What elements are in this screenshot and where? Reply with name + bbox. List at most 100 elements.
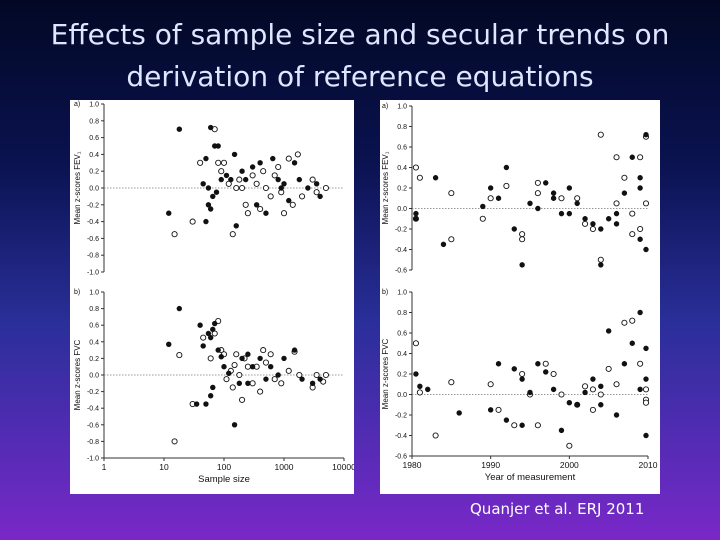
filled-point (643, 345, 649, 352)
open-point (278, 380, 285, 387)
open-point (582, 220, 589, 227)
open-point (637, 154, 644, 161)
filled-point (218, 354, 224, 360)
open-point (597, 391, 604, 398)
y-axis-label: Mean z-scores FVC (73, 339, 82, 410)
y-tick-label: 0.4 (397, 351, 407, 358)
filled-point (495, 195, 502, 201)
filled-point (637, 309, 643, 316)
y-tick-label: -1.0 (87, 270, 99, 277)
filled-point (281, 355, 287, 362)
filled-point (239, 355, 245, 362)
open-point (299, 193, 306, 200)
filled-point (582, 216, 588, 222)
x-tick-label: 10000 (332, 462, 354, 472)
citation: Quanjer et al. ERJ 2011 (470, 500, 645, 518)
open-point (229, 384, 236, 391)
open-point (613, 381, 620, 388)
open-point (582, 383, 589, 390)
right-figure-svg: -0.6 -0.4 -0.2 0.0 0.2 0.4 0.6 0.8 1.0 Mean z-sco… (381, 103, 658, 483)
open-point (239, 396, 246, 403)
x-tick-label: 2000 (560, 460, 579, 470)
filled-point (221, 364, 227, 370)
filled-point (205, 202, 212, 208)
open-point (511, 422, 518, 429)
filled-point (207, 124, 214, 131)
x-tick-label: 1 (102, 462, 107, 472)
open-point (534, 179, 541, 186)
open-point (589, 386, 596, 393)
y-tick-label: 0.2 (397, 372, 407, 379)
filled-point (249, 164, 256, 170)
open-point (629, 317, 636, 324)
y-tick-label: -0.8 (87, 253, 99, 260)
open-point (271, 376, 278, 383)
left-figure-svg: -1.0 -0.8 -0.6 -0.4 -0.2 0.0 0.2 0.4 0.6 0.8 1.0 Me… (73, 101, 356, 485)
filled-point (598, 402, 604, 408)
filled-point (566, 400, 573, 406)
filled-point (598, 262, 604, 268)
open-point (242, 201, 249, 208)
filled-point (291, 347, 298, 353)
x-tick-label: 1000 (275, 462, 294, 472)
x-tick-label: 1980 (403, 460, 422, 470)
open-point (215, 159, 222, 166)
open-point (542, 360, 549, 367)
open-point (285, 367, 292, 374)
filled-point (299, 376, 305, 382)
open-point (236, 371, 243, 379)
filled-point (291, 160, 298, 166)
open-point (642, 200, 650, 207)
open-point (200, 334, 207, 341)
filled-point (637, 185, 643, 191)
filled-point (487, 185, 494, 191)
y-tick-label: 0.2 (89, 356, 99, 363)
filled-point (511, 366, 517, 372)
x-tick-label: 2010 (639, 460, 658, 470)
y-tick-label: 0.8 (397, 124, 407, 131)
open-point (231, 361, 238, 369)
filled-point (550, 195, 557, 201)
filled-point (535, 205, 541, 212)
filled-point (205, 330, 212, 337)
filled-point (519, 376, 525, 382)
filled-point (503, 164, 510, 171)
filled-point (263, 210, 269, 216)
filled-point (166, 341, 172, 347)
filled-point (309, 380, 316, 386)
filled-point (637, 386, 643, 393)
open-point (550, 370, 557, 378)
filled-point (212, 320, 218, 327)
open-point (589, 406, 596, 413)
open-point (233, 184, 240, 192)
open-point (236, 176, 243, 183)
open-point (605, 365, 612, 372)
open-point (519, 236, 526, 243)
filled-point (267, 364, 274, 370)
filled-point (263, 376, 269, 382)
left-figure-panel: -1.0 -0.8 -0.6 -0.4 -0.2 0.0 0.2 0.4 0.6 0.8 1.0 Me… (70, 100, 356, 494)
filled-point (590, 376, 596, 382)
filled-point (643, 432, 649, 439)
filled-point (519, 422, 525, 428)
y-tick-label: -0.4 (395, 247, 407, 254)
open-point (479, 215, 486, 222)
filled-point (257, 160, 263, 166)
filled-point (543, 369, 549, 375)
open-point (534, 422, 541, 429)
y-tick-label: 0.0 (89, 186, 99, 193)
y-tick-label: -0.2 (395, 413, 407, 420)
open-point (313, 371, 320, 379)
y-tick-label: -0.2 (87, 202, 99, 209)
filled-point (527, 389, 533, 396)
filled-point (203, 401, 209, 407)
filled-point (487, 407, 494, 413)
filled-point (203, 155, 209, 162)
y-tick-label: -0.6 (87, 236, 99, 243)
y-tick-label: -0.6 (395, 268, 407, 275)
filled-point (440, 241, 447, 248)
open-point (487, 381, 494, 388)
filled-point (245, 380, 251, 386)
y-tick-label: 0.8 (397, 310, 407, 317)
open-point (313, 189, 320, 196)
